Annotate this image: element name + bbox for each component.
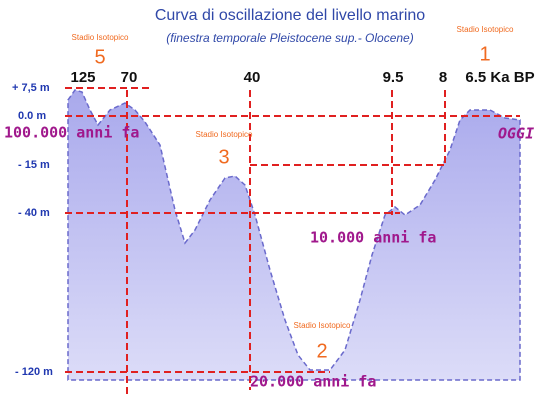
subtitle: (finestra temporale Pleistocene sup.- Ol… bbox=[166, 31, 413, 45]
annotation: 100.000 anni fa bbox=[4, 124, 139, 142]
stage-number: 5 bbox=[94, 46, 105, 68]
stage-label: Stadio Isotopico bbox=[196, 130, 253, 139]
guide-lines bbox=[65, 87, 520, 396]
time-label: 70 bbox=[121, 69, 138, 86]
annotation: 20.000 anni fa bbox=[250, 373, 376, 391]
annotation: OGGI bbox=[498, 125, 534, 143]
time-label: 40 bbox=[244, 69, 261, 86]
time-label: 8 bbox=[439, 69, 447, 86]
time-label: 9.5 bbox=[383, 69, 404, 86]
annotation: 10.000 anni fa bbox=[310, 229, 436, 247]
y-label: 0.0 m bbox=[18, 110, 46, 122]
y-label: - 40 m bbox=[18, 207, 50, 219]
y-label: + 7,5 m bbox=[12, 82, 50, 94]
stage-number: 3 bbox=[218, 146, 229, 168]
stage-number: 1 bbox=[479, 43, 490, 65]
stage-number: 2 bbox=[316, 340, 327, 362]
y-label: - 15 m bbox=[18, 159, 50, 171]
stage-label: Stadio Isotopico bbox=[294, 321, 351, 330]
stage-label: Stadio Isotopico bbox=[72, 33, 129, 42]
stage-label: Stadio Isotopico bbox=[457, 25, 514, 34]
time-label: 6.5 Ka BP bbox=[465, 69, 534, 86]
time-label: 125 bbox=[70, 69, 95, 86]
title: Curva di oscillazione del livello marino bbox=[155, 7, 425, 24]
y-label: - 120 m bbox=[15, 366, 53, 378]
